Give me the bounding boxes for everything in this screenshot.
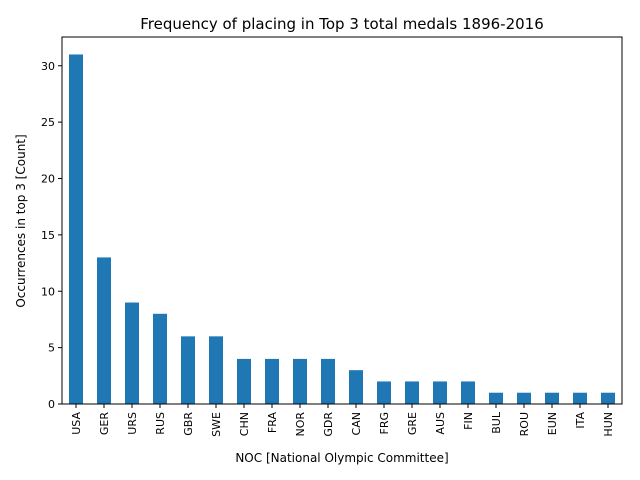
y-axis-label: Occurrences in top 3 [Count] [14,134,28,307]
x-tick-label-fin: FIN [462,412,475,430]
y-tick-label-30: 30 [41,60,55,73]
x-tick-label-bul: BUL [490,411,503,434]
x-tick-label-gbr: GBR [182,412,195,436]
x-tick-label-usa: USA [70,412,83,435]
bar-ger [97,257,111,404]
bar-frg [377,381,391,404]
x-tick-label-ita: ITA [574,412,587,429]
bar-can [349,370,363,404]
bar-fin [461,381,475,404]
y-tick-label-15: 15 [41,229,55,242]
bar-hun [601,392,615,404]
bar-gre [405,381,419,404]
x-tick-label-swe: SWE [210,412,223,437]
x-tick-label-urs: URS [126,412,139,435]
x-tick-label-gdr: GDR [322,412,335,437]
bar-rou [517,392,531,404]
bar-usa [69,54,83,404]
y-tick-label-20: 20 [41,173,55,186]
y-tick-label-5: 5 [48,342,55,355]
bar-swe [209,336,223,404]
x-tick-label-aus: AUS [434,412,447,435]
y-tick-label-10: 10 [41,285,55,298]
x-tick-label-gre: GRE [406,412,419,435]
x-tick-label-frg: FRG [378,412,391,435]
y-axis: 0 5 10 15 20 25 30 [41,60,62,411]
x-axis-label: NOC [National Olympic Committee] [235,451,448,465]
bar-aus [433,381,447,404]
bar-rus [153,313,167,404]
x-tick-label-rou: ROU [518,412,531,436]
chart-title: Frequency of placing in Top 3 total meda… [140,15,544,33]
bar-eun [545,392,559,404]
x-tick-label-nor: NOR [294,412,307,437]
bar-gbr [181,336,195,404]
y-tick-label-25: 25 [41,116,55,129]
bar-chn [237,358,251,404]
x-axis: USA GER URS RUS GBR SWE CHN FRA NOR GDR CAN FRG GRE A… [70,404,615,437]
bar-fra [265,358,279,404]
x-tick-label-hun: HUN [602,412,615,437]
x-tick-label-chn: CHN [238,412,251,436]
bar-nor [293,358,307,404]
x-tick-label-eun: EUN [546,412,559,435]
bar-gdr [321,358,335,404]
bar-bul [489,392,503,404]
x-tick-label-can: CAN [350,412,363,435]
x-tick-label-ger: GER [98,412,111,435]
bar-ita [573,392,587,404]
x-tick-label-rus: RUS [154,412,167,435]
bars-group [69,54,615,404]
x-tick-label-fra: FRA [266,412,279,434]
bar-urs [125,302,139,404]
plot-frame [61,36,623,405]
y-tick-label-0: 0 [48,398,55,411]
